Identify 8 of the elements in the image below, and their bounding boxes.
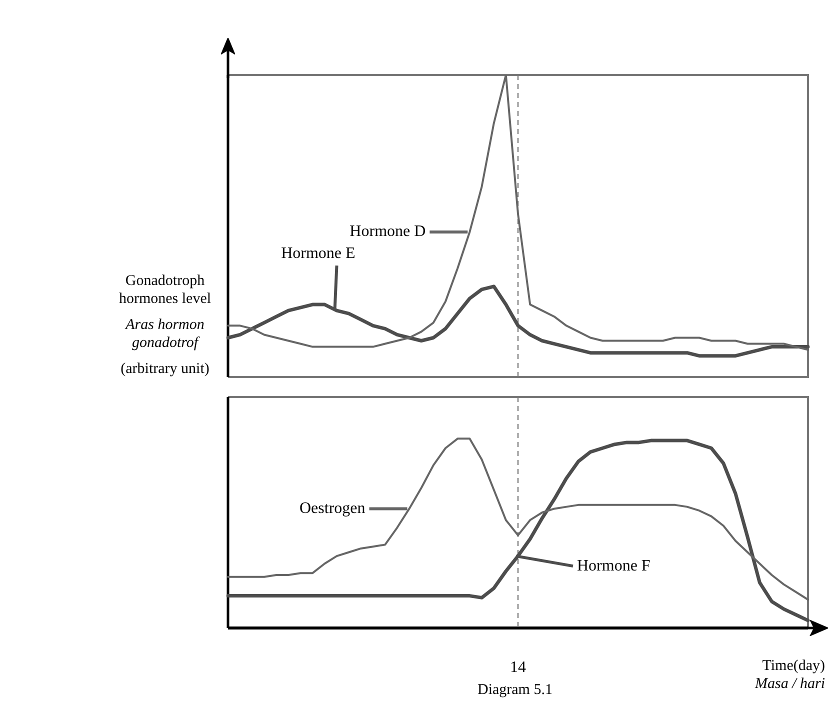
text: 14: [510, 659, 526, 676]
legend-label: Hormone F: [577, 557, 650, 574]
text: Diagram 5.1: [476, 681, 554, 699]
legend-label: Hormone D: [350, 223, 426, 240]
x-axis-title: Time(day) Masa / hari: [754, 657, 825, 693]
text: Hormone E: [281, 244, 356, 262]
series-label: Oestrogen: [299, 500, 366, 517]
y-axis-title: Gonadotroph hormones level Aras hormon gonadotrof (arbitrary unit): [118, 272, 212, 378]
